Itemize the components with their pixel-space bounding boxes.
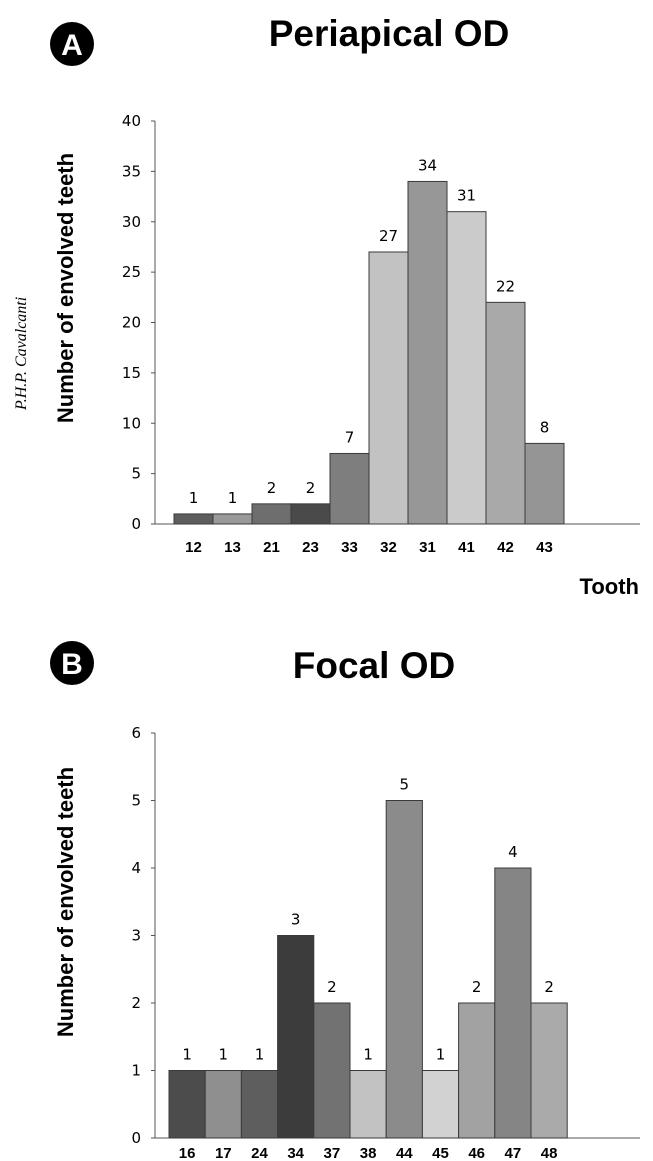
- panel-a-bar-33: [329, 452, 370, 525]
- panel-a-y-tick-label: 15: [122, 364, 141, 382]
- panel-b-bar-46: [458, 1002, 496, 1139]
- panel-a-x-tick-label: 33: [341, 539, 358, 556]
- panel-b-bar-34: [277, 935, 315, 1139]
- panel-b-y-tick-label: 0: [131, 1129, 141, 1147]
- panel-a-data-label: 27: [379, 227, 398, 245]
- panel-b-x-tick-label: 47: [505, 1145, 522, 1161]
- panel-a-x-tick-label: 32: [380, 539, 397, 556]
- panel-a-bar-23: [290, 503, 331, 525]
- panel-a-y-tick-label: 5: [131, 465, 141, 483]
- panel-b-x-tick-label: 24: [251, 1145, 268, 1161]
- panel-b-bar-47: [494, 867, 532, 1139]
- panel-a-letter: A: [61, 29, 83, 62]
- panel-b-data-label: 1: [363, 1046, 373, 1064]
- panel-a-bar-31: [407, 180, 448, 525]
- panel-b-title: Focal OD: [293, 645, 455, 686]
- panel-b-badge: [50, 641, 94, 685]
- panel-a-y-tick-label: 0: [131, 515, 141, 533]
- panel-a-x-tick-label: 13: [224, 539, 241, 556]
- panel-a-bar-32: [368, 251, 409, 525]
- panel-b-x-tick-label: 16: [179, 1145, 196, 1161]
- panel-b-x-tick-label: 34: [287, 1145, 304, 1161]
- panel-a-chart: A Periapical OD Number of envolved teeth…: [50, 13, 640, 599]
- panel-a-x-tick-label: 21: [263, 539, 280, 556]
- panel-b-data-label: 1: [219, 1046, 229, 1064]
- panel-b-letter: B: [61, 648, 83, 681]
- panel-b-data-label: 2: [544, 978, 554, 996]
- panel-b-bar-16: [168, 1070, 206, 1139]
- panel-b-bar-17: [204, 1070, 242, 1139]
- panel-a-badge: [50, 22, 94, 66]
- panel-b-x-tick-label: 46: [468, 1145, 485, 1161]
- panel-b-data-label: 1: [182, 1046, 192, 1064]
- panel-a-y-tick-label: 10: [122, 414, 141, 432]
- panel-a-y-axis-label: Number of envolved teeth: [53, 153, 78, 423]
- panel-b-y-tick-label: 1: [131, 1062, 141, 1080]
- panel-a-x-tick-label: 43: [536, 539, 553, 556]
- panel-a-data-label: 7: [345, 428, 355, 446]
- panel-a-y-tick-label: 30: [122, 213, 141, 231]
- panel-b-y-tick-label: 4: [131, 859, 141, 877]
- panel-b-y-tick-label: 3: [131, 927, 141, 945]
- panel-a-data-label: 2: [306, 479, 316, 497]
- panel-a-y-tick-label: 25: [122, 263, 141, 281]
- panel-a-data-label: 2: [267, 479, 277, 497]
- panel-a-data-label: 1: [189, 489, 199, 507]
- panel-a-x-axis-label: Tooth: [580, 574, 639, 599]
- panel-b-x-tick-label: 17: [215, 1145, 232, 1161]
- panel-a-x-tick-label: 23: [302, 539, 319, 556]
- panel-b-bar-24: [240, 1070, 279, 1139]
- panel-a-bar-13: [212, 513, 253, 525]
- panel-a-bar-21: [251, 503, 292, 525]
- panel-a-x-tick-label: 31: [419, 539, 436, 556]
- panel-b-chart: B Focal OD Number of envolved teeth 0 1 2 3…: [50, 641, 640, 1161]
- panel-b-data-label: 4: [508, 843, 518, 861]
- panel-b-data-label: 2: [472, 978, 482, 996]
- panel-a-x-tick-label: 12: [185, 539, 202, 556]
- panel-b-x-tick-label: 48: [541, 1145, 558, 1161]
- panel-a-y-tick-label: 20: [122, 314, 141, 332]
- panel-b-data-label: 1: [255, 1046, 265, 1064]
- panel-a-bar-43: [524, 442, 565, 525]
- panel-b-x-tick-label: 38: [360, 1145, 377, 1161]
- panel-b-y-tick-label: 5: [131, 792, 141, 810]
- panel-b-bar-38: [349, 1070, 387, 1139]
- panel-b-bar-45: [421, 1070, 460, 1139]
- panel-a-x-tick-label: 42: [497, 539, 514, 556]
- panel-b-x-tick-label: 45: [432, 1145, 449, 1161]
- panel-a-data-label: 1: [228, 489, 238, 507]
- panel-b-x-tick-label: 44: [396, 1145, 413, 1161]
- panel-b-data-label: 5: [400, 776, 410, 794]
- author-credit: P.H.P. Cavalcanti: [13, 297, 30, 411]
- panel-a-data-label: 31: [457, 187, 476, 205]
- panel-b-y-tick-label: 6: [131, 724, 141, 742]
- panel-b-data-label: 2: [327, 978, 337, 996]
- panel-a-title: Periapical OD: [269, 13, 510, 54]
- panel-a-y-tick-label: 40: [122, 112, 141, 130]
- panel-b-bar-44: [385, 800, 423, 1139]
- panel-b-x-tick-label: 37: [324, 1145, 341, 1161]
- panel-b-data-label: 3: [291, 911, 301, 929]
- panel-a-bar-41: [446, 211, 487, 525]
- panel-a-plot-area: 0510152025303540112113221223733273234313…: [122, 112, 640, 556]
- panel-a-bar-42: [485, 301, 526, 525]
- panel-b-y-tick-label: 2: [131, 994, 141, 1012]
- panel-b-data-label: 1: [436, 1046, 446, 1064]
- panel-b-bar-37: [313, 1002, 351, 1139]
- panel-a-x-tick-label: 41: [458, 539, 475, 556]
- panel-b-bar-48: [530, 1002, 568, 1139]
- panel-b-y-axis-label: Number of envolved teeth: [53, 767, 78, 1037]
- panel-a-y-tick-label: 35: [122, 162, 141, 180]
- panel-a-data-label: 22: [496, 277, 515, 295]
- panel-a-data-label: 8: [540, 418, 550, 436]
- panel-a-bar-12: [173, 513, 214, 525]
- panel-a-data-label: 34: [418, 156, 437, 174]
